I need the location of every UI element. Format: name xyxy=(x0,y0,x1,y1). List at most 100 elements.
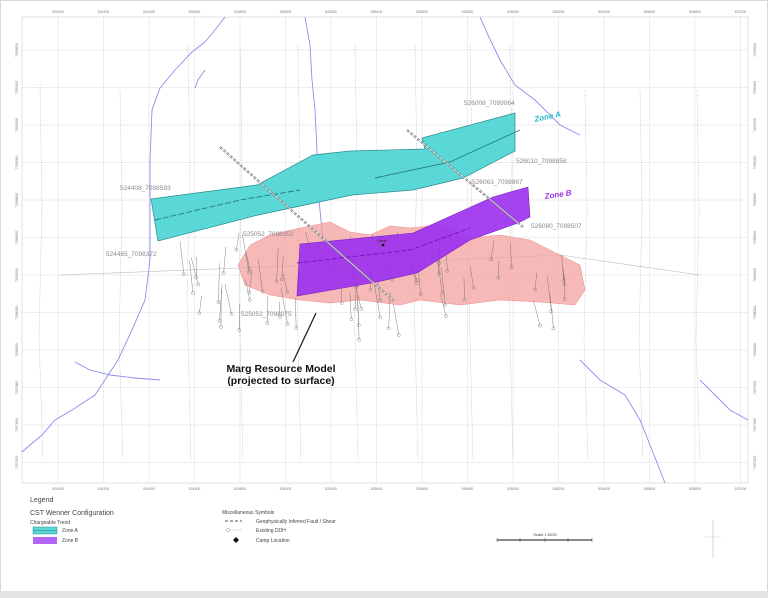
northing-tick-label: 7098200 xyxy=(15,306,19,320)
northing-tick-label: 7098600 xyxy=(15,231,19,245)
easting-tick-label: 524600 xyxy=(189,10,201,14)
drill-hole-collar xyxy=(471,285,476,290)
easting-tick-label: 524200 xyxy=(98,10,110,14)
drill-hole-collar xyxy=(234,248,239,252)
drill-hole xyxy=(549,294,554,329)
coordinate-grid: 524000 524000 524200 524200 524400 524400 5246… xyxy=(15,10,757,491)
drill-hole-collar xyxy=(247,266,252,271)
drill-hole-collar xyxy=(437,271,441,276)
annotation-text: Marg Resource Model xyxy=(226,363,335,375)
map-frame xyxy=(21,16,749,484)
drill-hole-collar xyxy=(396,333,401,337)
easting-tick-label: 526000 xyxy=(507,10,519,14)
easting-tick-label: 524400 xyxy=(143,10,155,14)
legend-fault: Geophysically Inferred Fault / Shear xyxy=(256,519,336,525)
river xyxy=(194,69,206,89)
easting-tick-label: 525400 xyxy=(371,10,383,14)
survey-line xyxy=(118,89,124,461)
legend-config-title: CST Wenner Configuration xyxy=(30,510,114,517)
drill-hole-collar xyxy=(445,269,450,273)
easting-tick-label: 526600 xyxy=(644,487,656,491)
zone-b-polygon xyxy=(296,186,531,297)
easting-tick-label: 526200 xyxy=(553,10,565,14)
camp-label: Camp xyxy=(377,239,386,243)
drill-hole-collar xyxy=(197,311,202,315)
easting-tick-label: 525000 xyxy=(280,487,292,491)
rivers xyxy=(21,16,749,484)
northing-tick-label: 7098800 xyxy=(753,193,757,207)
drill-hole-collar xyxy=(386,326,391,331)
drill-hole-collar xyxy=(538,323,542,328)
easting-tick-label: 524000 xyxy=(52,487,64,491)
survey-line xyxy=(695,89,701,461)
survey-line xyxy=(238,44,244,461)
camp-marker: Camp xyxy=(377,239,386,247)
river xyxy=(479,16,581,136)
easting-tick-label: 525600 xyxy=(416,487,428,491)
drill-hole-collar xyxy=(378,298,382,303)
drill-hole xyxy=(510,243,512,267)
survey-line xyxy=(583,89,589,461)
drill-hole-collar xyxy=(551,326,556,331)
drill-hole-collar xyxy=(247,298,252,302)
scrollbar[interactable] xyxy=(0,591,768,598)
point-label: 524465_7098372 xyxy=(106,251,157,258)
drill-hole xyxy=(437,259,443,294)
scale-label: Scale 1:5000 xyxy=(533,532,557,537)
drill-hole-collar xyxy=(414,281,419,285)
easting-tick-label: 526400 xyxy=(598,10,610,14)
drill-hole xyxy=(191,257,199,285)
drill-hole-collar xyxy=(247,270,251,275)
drill-hole xyxy=(223,246,226,274)
river xyxy=(699,379,749,421)
easting-tick-label: 524400 xyxy=(143,487,155,491)
drill-hole xyxy=(276,247,279,282)
drill-hole xyxy=(246,252,250,269)
northing-tick-label: 7098800 xyxy=(15,193,19,207)
drill-hole xyxy=(224,284,232,315)
drill-hole-collar xyxy=(378,315,382,320)
zone-b-label: Zone B xyxy=(543,188,572,201)
point-label: 526008_7099064 xyxy=(464,100,515,107)
drill-hole xyxy=(281,256,284,280)
legend-ddh: Existing DDH xyxy=(256,528,286,534)
survey-line xyxy=(353,44,359,461)
drill-hole xyxy=(199,296,202,314)
drill-hole xyxy=(280,287,288,324)
drill-hole-collar xyxy=(349,317,354,321)
drill-hole-collar xyxy=(280,277,284,282)
river xyxy=(579,359,666,484)
drill-hole-collar xyxy=(285,322,290,326)
drill-hole xyxy=(533,301,541,326)
survey-line xyxy=(38,84,44,461)
northing-tick-label: 7098000 xyxy=(15,343,19,357)
drill-hole-collar xyxy=(229,312,234,316)
easting-tick-label: 525200 xyxy=(325,10,337,14)
drill-hole-collar xyxy=(357,337,361,342)
drill-hole xyxy=(349,292,352,320)
easting-tick-label: 526400 xyxy=(598,487,610,491)
easting-tick-label: 524200 xyxy=(98,487,110,491)
survey-line xyxy=(638,89,644,461)
drill-hole xyxy=(470,266,474,288)
drill-hole-collar xyxy=(278,315,282,319)
drill-hole-collar xyxy=(260,289,265,294)
annotation-leader xyxy=(292,312,317,363)
legend-subtitle: Chargeable Trend xyxy=(30,520,70,526)
zone-b-axis xyxy=(296,227,471,264)
drill-hole xyxy=(357,302,360,340)
easting-tick-label: 526800 xyxy=(689,487,701,491)
point-label: 525052_7098352 xyxy=(243,231,294,238)
legend-ddh-symbol xyxy=(226,528,230,532)
drill-hole-collar xyxy=(182,272,186,277)
drill-hole-collar xyxy=(191,291,195,295)
legend-zone-a: Zone A xyxy=(62,528,79,534)
northing-tick-label: 7097600 xyxy=(15,418,19,432)
drill-hole xyxy=(189,260,194,293)
drill-hole xyxy=(218,263,220,303)
drill-hole-collar xyxy=(440,291,445,295)
northing-tick-label: 7099000 xyxy=(753,156,757,170)
river xyxy=(21,16,226,453)
drill-hole-collar xyxy=(353,307,357,311)
